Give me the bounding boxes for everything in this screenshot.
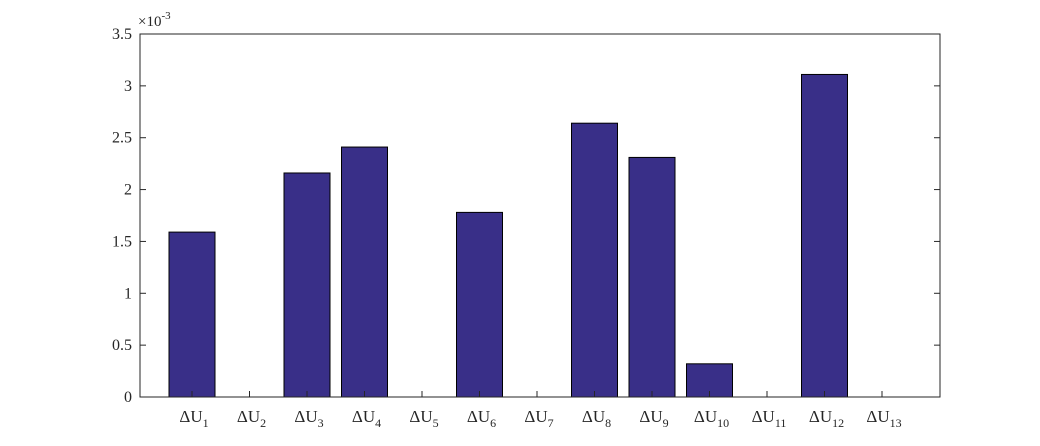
x-label-base: ΔU xyxy=(866,407,889,426)
x-tick-label: ΔU4 xyxy=(352,407,381,430)
y-tick-label: 3.5 xyxy=(112,26,132,43)
x-tick-label: ΔU10 xyxy=(694,407,729,430)
bar-ΔU8 xyxy=(571,122,618,398)
x-label-subscript: 13 xyxy=(890,416,902,430)
x-label-subscript: 3 xyxy=(318,416,324,430)
x-tick-label: ΔU5 xyxy=(409,407,438,430)
x-tick-label: ΔU8 xyxy=(582,407,611,430)
x-tick-label: ΔU3 xyxy=(294,407,323,430)
x-label-base: ΔU xyxy=(524,407,547,426)
x-label-base: ΔU xyxy=(179,407,202,426)
x-label-subscript: 1 xyxy=(203,416,209,430)
y-tick-label: 2.5 xyxy=(112,130,132,147)
x-tick-label: ΔU1 xyxy=(179,407,208,430)
x-label-base: ΔU xyxy=(752,407,775,426)
bar-ΔU4 xyxy=(341,146,388,398)
x-label-subscript: 11 xyxy=(775,416,787,430)
bars-group xyxy=(168,73,848,398)
x-label-subscript: 5 xyxy=(433,416,439,430)
bar-ΔU12 xyxy=(801,73,848,398)
x-label-base: ΔU xyxy=(694,407,717,426)
x-label-base: ΔU xyxy=(409,407,432,426)
x-label-subscript: 12 xyxy=(832,416,844,430)
x-label-base: ΔU xyxy=(809,407,832,426)
x-label-subscript: 8 xyxy=(605,416,611,430)
bar-ΔU6 xyxy=(456,211,503,398)
x-tick-label: ΔU13 xyxy=(866,407,901,430)
x-label-subscript: 2 xyxy=(260,416,266,430)
x-tick-label: ΔU7 xyxy=(524,407,553,430)
y-tick-label: 2 xyxy=(124,182,132,199)
x-tick-label: ΔU2 xyxy=(237,407,266,430)
x-label-base: ΔU xyxy=(639,407,662,426)
y-tick-label: 1.5 xyxy=(112,233,132,250)
y-axis-ticks: 0 0.5 1 1.5 2 2.5 3 3.5 xyxy=(112,26,940,406)
x-tick-label: ΔU11 xyxy=(752,407,787,430)
y-multiplier-base: ×10 xyxy=(138,14,161,30)
x-label-base: ΔU xyxy=(352,407,375,426)
x-tick-label: ΔU6 xyxy=(467,407,496,430)
bar-ΔU3 xyxy=(283,172,331,398)
x-label-base: ΔU xyxy=(467,407,490,426)
y-tick-label: 0.5 xyxy=(112,337,132,354)
x-tick-label: ΔU9 xyxy=(639,407,668,430)
x-label-subscript: 9 xyxy=(663,416,669,430)
bar-ΔU9 xyxy=(628,156,676,398)
x-label-base: ΔU xyxy=(294,407,317,426)
y-tick-label: 1 xyxy=(124,285,132,302)
axes-box xyxy=(139,33,941,398)
x-label-base: ΔU xyxy=(582,407,605,426)
x-tick-label: ΔU12 xyxy=(809,407,844,430)
x-label-subscript: 10 xyxy=(717,416,729,430)
x-axis-labels: ΔU1 ΔU2 ΔU3 ΔU4 ΔU5 ΔU6 ΔU7 ΔU8 ΔU9 ΔU10 ΔU11 ΔU12 Δ… xyxy=(179,391,902,430)
x-label-base: ΔU xyxy=(237,407,260,426)
y-multiplier-exponent: -3 xyxy=(161,10,171,22)
y-axis-multiplier: ×10-3 xyxy=(138,10,171,30)
bar-ΔU1 xyxy=(168,231,216,398)
x-label-subscript: 6 xyxy=(490,416,496,430)
y-tick-label: 0 xyxy=(124,389,132,406)
x-label-subscript: 7 xyxy=(548,416,554,430)
x-label-subscript: 4 xyxy=(375,416,381,430)
y-tick-label: 3 xyxy=(124,78,132,95)
